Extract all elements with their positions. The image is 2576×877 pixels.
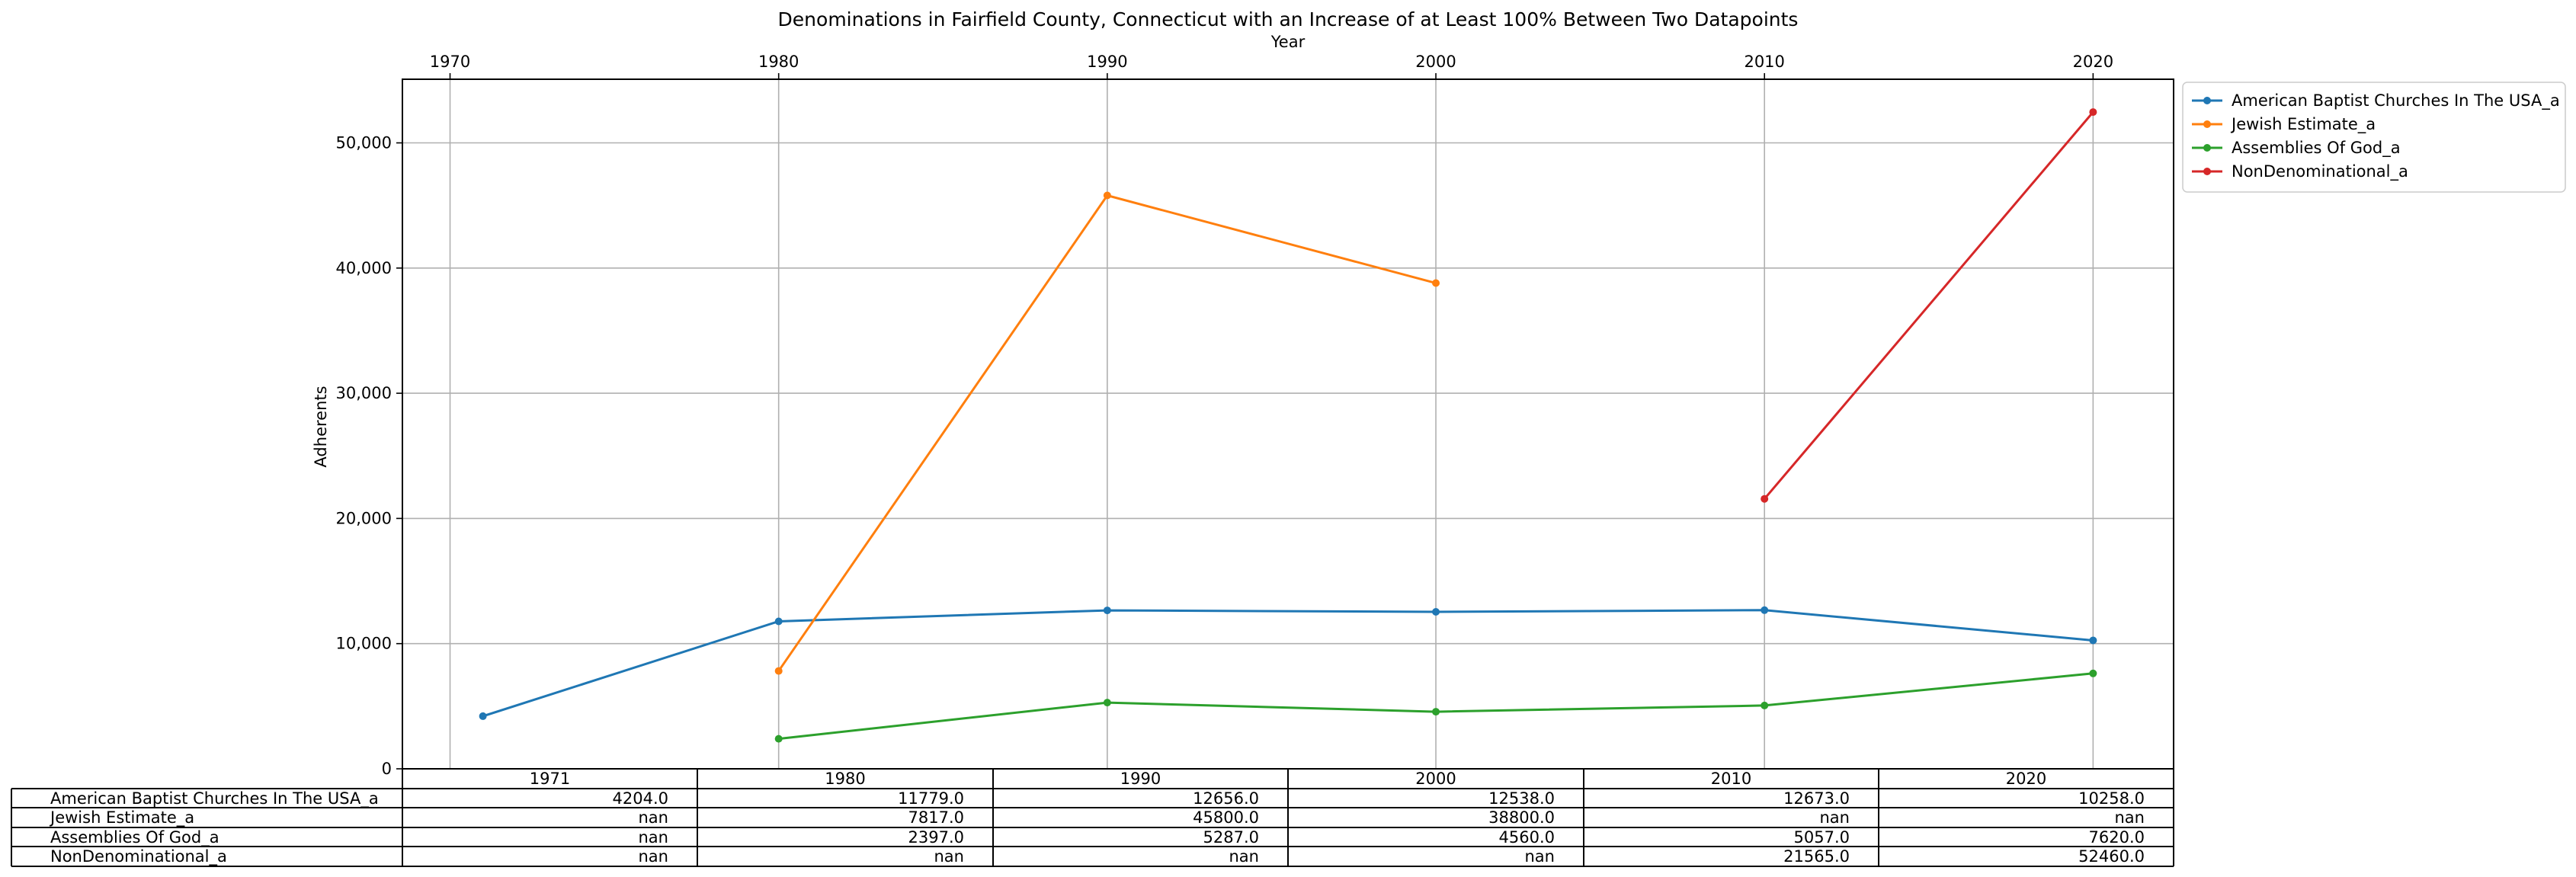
data-point	[1103, 607, 1111, 615]
table-row-label: American Baptist Churches In The USA_a	[50, 789, 379, 808]
table-cell: nan	[639, 847, 669, 866]
table-cell: nan	[639, 808, 669, 827]
data-point	[1103, 699, 1111, 707]
y-tick-label: 50,000	[336, 134, 392, 152]
table-cell: nan	[1229, 847, 1260, 866]
x-tick-label: 1990	[1087, 53, 1127, 71]
table-cell: 11779.0	[898, 789, 964, 808]
data-point	[1432, 279, 1440, 287]
table-cell: 7817.0	[908, 808, 964, 827]
legend-label: Assemblies Of God_a	[2232, 139, 2401, 158]
y-tick-label: 20,000	[336, 509, 392, 527]
x-axis-label: Year	[1270, 33, 1306, 51]
data-point	[2089, 636, 2097, 645]
table-cell: 7620.0	[2089, 828, 2145, 847]
legend-marker	[2203, 168, 2211, 175]
data-point	[774, 735, 783, 743]
x-tick-label: 2000	[1415, 53, 1456, 71]
legend-box	[2182, 82, 2566, 193]
legend-label: Jewish Estimate_a	[2230, 115, 2376, 134]
y-axis-label: Adherents	[312, 386, 330, 467]
table-cell: 52460.0	[2078, 847, 2145, 866]
table-cell: 5057.0	[1794, 828, 1850, 847]
data-point	[1432, 708, 1440, 716]
table-cell: nan	[1820, 808, 1850, 827]
plot-frame	[402, 78, 2174, 770]
data-point	[1103, 191, 1111, 200]
x-tick-label: 1980	[758, 53, 799, 71]
data-point	[2089, 669, 2097, 677]
data-point	[1432, 608, 1440, 616]
legend-marker	[2203, 120, 2211, 128]
data-point	[1761, 606, 1769, 614]
legend-label: NonDenominational_a	[2232, 162, 2408, 181]
table-column-header: 1971	[530, 770, 570, 788]
y-tick-label: 40,000	[336, 259, 392, 277]
legend-marker	[2203, 144, 2211, 152]
series-line	[482, 609, 2094, 718]
table-column-header: 2010	[1711, 770, 1751, 788]
x-tick-label: 1970	[430, 53, 470, 71]
table-column-header: 2020	[2006, 770, 2046, 788]
axis-ticks: 1970 1980 1990 2000 2010 2020 0 10,000 20,000 30,…	[336, 53, 2114, 778]
data-point	[774, 667, 783, 675]
table-cell: nan	[1525, 847, 1556, 866]
table-row-label: NonDenominational_a	[50, 847, 227, 866]
series-line	[1764, 111, 2094, 500]
x-tick-label: 2020	[2073, 53, 2113, 71]
data-table: 1971 1980 1990 2000 2010 2020 American Baptist…	[11, 768, 2174, 867]
table-cell: 4204.0	[613, 789, 668, 808]
table-cell: 45800.0	[1193, 808, 1259, 827]
chart-title: Denominations in Fairfield County, Conne…	[778, 8, 1799, 30]
table-row-label: Assemblies Of God_a	[50, 828, 219, 847]
table-cell: 12538.0	[1488, 789, 1555, 808]
table-cell: 38800.0	[1488, 808, 1555, 827]
legend: American Baptist Churches In The USA_a Je…	[2182, 82, 2566, 193]
table-cell: nan	[934, 847, 965, 866]
table-column-header: 2000	[1415, 770, 1456, 788]
table-cell: 21565.0	[1783, 847, 1850, 866]
y-tick-label: 30,000	[336, 384, 392, 402]
table-cell: 12656.0	[1193, 789, 1259, 808]
table-cell: nan	[2115, 808, 2145, 827]
data-point	[774, 617, 783, 626]
table-cell: 5287.0	[1203, 828, 1259, 847]
data-point	[1761, 701, 1769, 709]
table-cell: 12673.0	[1783, 789, 1850, 808]
data-point	[1761, 495, 1769, 503]
legend-label: American Baptist Churches In The USA_a	[2232, 91, 2560, 110]
table-column-header: 1990	[1120, 770, 1161, 788]
table-cell: 10258.0	[2078, 789, 2145, 808]
grid-lines	[402, 79, 2174, 770]
table-row-label: Jewish Estimate_a	[49, 808, 194, 827]
y-tick-label: 10,000	[336, 635, 392, 653]
data-point	[479, 712, 487, 720]
series-lines	[479, 108, 2097, 743]
table-column-header: 1980	[825, 770, 865, 788]
table-cell: 4560.0	[1499, 828, 1555, 847]
data-point	[2089, 108, 2097, 117]
table-cell: 2397.0	[908, 828, 964, 847]
legend-marker	[2203, 97, 2211, 104]
y-tick-label: 0	[382, 760, 392, 778]
x-tick-label: 2010	[1744, 53, 1784, 71]
table-cell: nan	[639, 828, 669, 847]
